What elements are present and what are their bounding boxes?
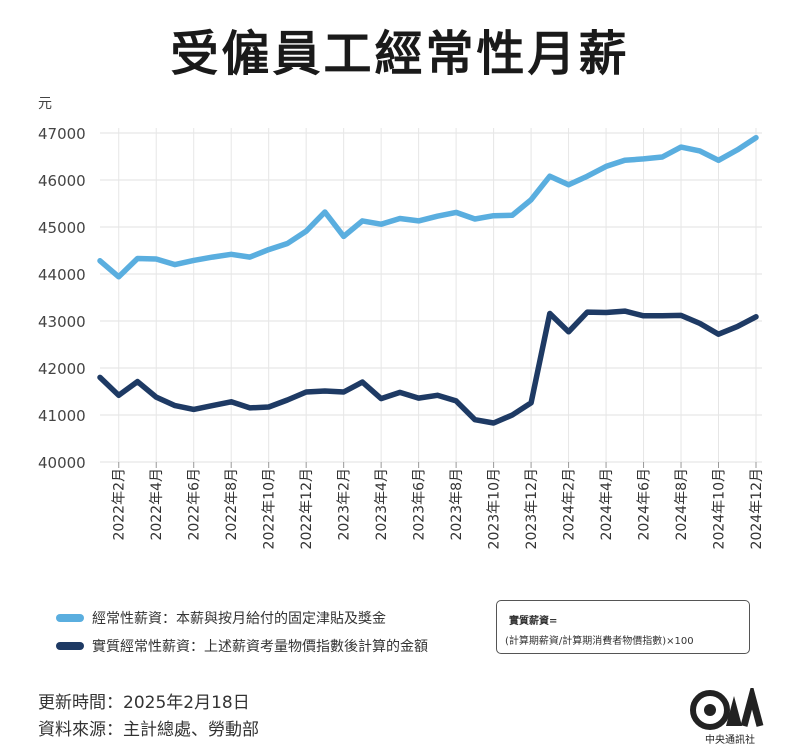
footer: 更新時間：2025年2月18日 資料來源：主計總處、勞動部 [38,690,259,744]
legend-item-real: 實質經常性薪資：上述薪資考量物價指數後計算的金額 [56,632,428,660]
x-tick-label: 2022年8月 [224,468,240,541]
x-tick-label: 2022年12月 [299,468,315,549]
x-tick-label: 2024年10月 [712,468,728,549]
cna-logo-mark [690,682,764,730]
y-axis-label: 元 [38,96,52,112]
y-tick-label: 42000 [38,360,86,378]
x-tick-label: 2023年2月 [337,468,353,541]
x-tick-label: 2023年10月 [487,468,503,549]
logo-caption: 中央通訊社 [705,735,755,746]
legend: 經常性薪資：本薪與按月給付的固定津貼及獎金 實質經常性薪資：上述薪資考量物價指數… [56,604,428,660]
x-tick-label: 2023年12月 [524,468,540,549]
series-line-real [97,308,759,426]
x-tick-label: 2024年12月 [749,468,765,549]
data-source: 資料來源：主計總處、勞動部 [38,720,259,740]
x-tick-label: 2023年8月 [449,468,465,541]
series-line-nominal [97,134,759,280]
chart-title: 受僱員工經常性月薪 [170,26,630,82]
y-tick-label: 45000 [38,219,86,237]
formula-box: 實質薪資= (計算期薪資/計算期消費者物價指數)×100 [496,600,750,654]
x-tick-label: 2024年4月 [599,468,615,541]
x-tick-label: 2022年10月 [262,468,278,549]
legend-swatch-nominal [56,614,84,622]
legend-item-nominal: 經常性薪資：本薪與按月給付的固定津貼及獎金 [56,604,428,632]
y-tick-label: 47000 [38,125,86,143]
legend-label-nominal: 經常性薪資：本薪與按月給付的固定津貼及獎金 [92,611,386,627]
y-tick-label: 40000 [38,454,86,472]
x-tick-label: 2022年4月 [149,468,165,541]
x-tick-label: 2022年6月 [187,468,203,541]
cna-logo: 中央通訊社 [690,682,770,746]
x-tick-label: 2024年2月 [562,468,578,541]
update-time: 更新時間：2025年2月18日 [38,693,250,713]
x-tick-label: 2024年8月 [674,468,690,541]
formula-line-1: 實質薪資= [509,616,558,627]
line-chart: 40000 41000 42000 43000 44000 45000 46000 47000… [38,96,765,549]
x-tick-label: 2024年6月 [637,468,653,541]
y-tick-label: 43000 [38,313,86,331]
y-tick-label: 46000 [38,172,86,190]
formula-line-2: (計算期薪資/計算期消費者物價指數)×100 [505,636,694,647]
x-tick-label: 2022年2月 [112,468,128,541]
legend-swatch-real [56,642,84,650]
y-tick-label: 41000 [38,407,86,425]
legend-label-real: 實質經常性薪資：上述薪資考量物價指數後計算的金額 [92,639,428,655]
y-tick-label: 44000 [38,266,86,284]
x-tick-label: 2023年6月 [412,468,428,541]
x-tick-label: 2023年4月 [374,468,390,541]
